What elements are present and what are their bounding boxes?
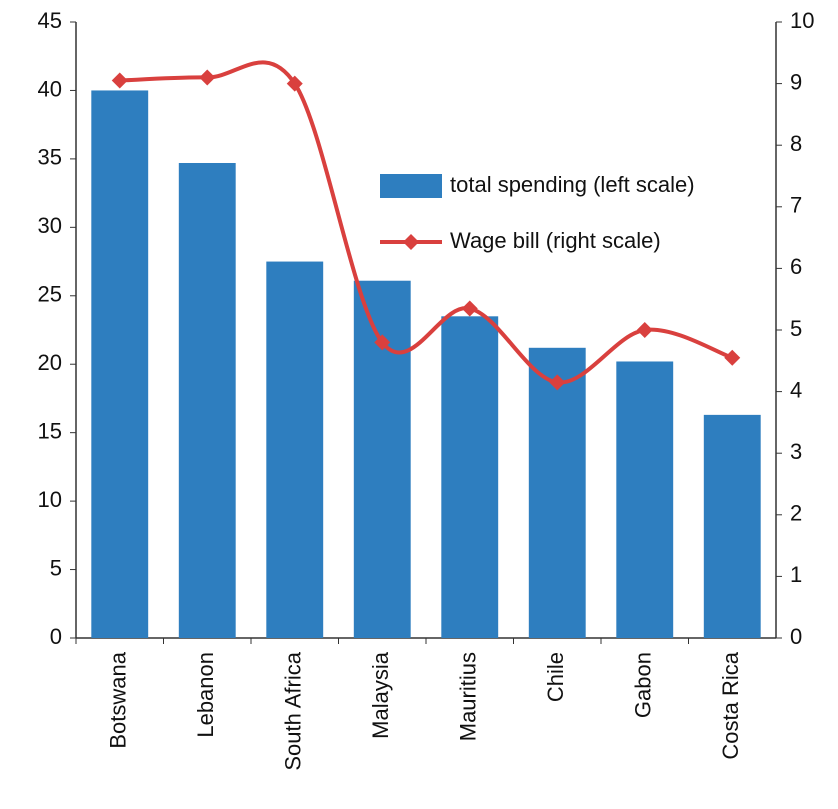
x-tick-label: Botswana xyxy=(106,651,131,748)
line-marker xyxy=(724,349,741,366)
x-tick-label: Lebanon xyxy=(193,652,218,738)
bar xyxy=(616,361,674,638)
y2-tick-label: 7 xyxy=(790,193,802,218)
line-marker xyxy=(549,374,566,391)
x-tick-label: Costa Rica xyxy=(718,651,743,759)
bar xyxy=(266,261,324,638)
y-tick-label: 0 xyxy=(50,624,62,649)
y-tick-label: 5 xyxy=(50,555,62,580)
legend-marker xyxy=(403,234,419,250)
bar xyxy=(91,90,149,638)
bar xyxy=(353,280,411,638)
bar xyxy=(178,162,236,639)
x-tick-label: Malaysia xyxy=(368,651,393,739)
line-marker xyxy=(461,300,478,317)
line-marker xyxy=(286,75,303,92)
x-tick-label: Mauritius xyxy=(456,652,481,741)
y2-tick-label: 8 xyxy=(790,131,802,156)
line-marker xyxy=(374,334,391,351)
line-marker xyxy=(199,69,216,86)
line-marker xyxy=(111,72,128,89)
y2-tick-label: 2 xyxy=(790,501,802,526)
y-tick-label: 40 xyxy=(38,76,62,101)
bar xyxy=(528,347,586,638)
y-tick-label: 10 xyxy=(38,487,62,512)
y2-tick-label: 0 xyxy=(790,624,802,649)
legend-label: Wage bill (right scale) xyxy=(450,228,661,253)
x-tick-label: Gabon xyxy=(631,652,656,718)
y-tick-label: 20 xyxy=(38,350,62,375)
y-tick-label: 25 xyxy=(38,282,62,307)
y-tick-label: 15 xyxy=(38,418,62,443)
y2-tick-label: 6 xyxy=(790,254,802,279)
y-tick-label: 45 xyxy=(38,8,62,33)
y2-tick-label: 5 xyxy=(790,316,802,341)
x-tick-label: Chile xyxy=(543,652,568,702)
line xyxy=(119,60,733,385)
y2-tick-label: 10 xyxy=(790,8,814,33)
bar xyxy=(441,316,499,638)
x-tick-label: South Africa xyxy=(281,651,306,770)
y-tick-label: 30 xyxy=(38,213,62,238)
legend-label: total spending (left scale) xyxy=(450,172,695,197)
legend-swatch xyxy=(380,174,442,198)
y2-tick-label: 4 xyxy=(790,377,802,402)
y2-tick-label: 1 xyxy=(790,562,802,587)
y2-tick-label: 3 xyxy=(790,439,802,464)
y2-tick-label: 9 xyxy=(790,69,802,94)
bar xyxy=(703,414,761,638)
y-tick-label: 35 xyxy=(38,145,62,170)
line-marker xyxy=(636,322,653,338)
